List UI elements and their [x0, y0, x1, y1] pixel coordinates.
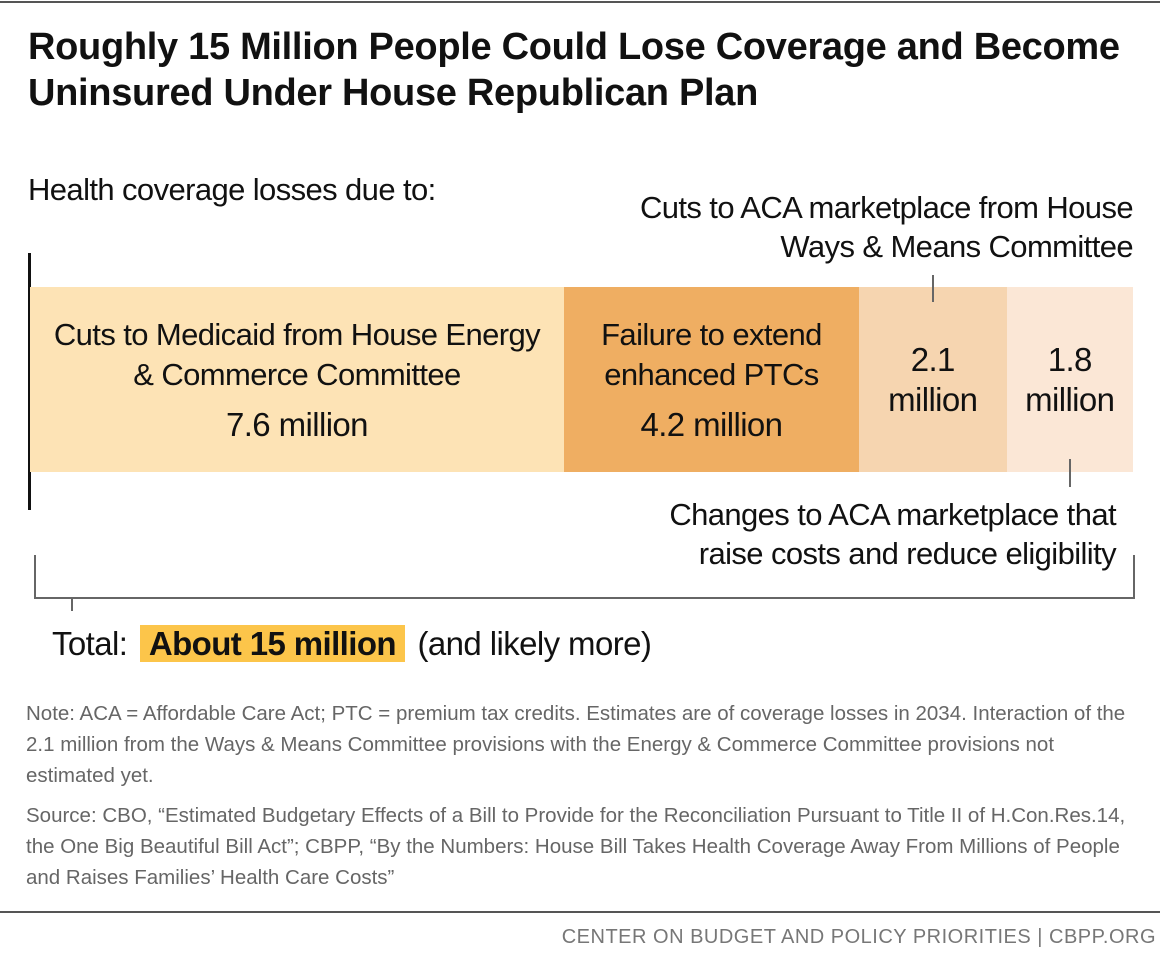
bar-segment: [1006, 287, 1133, 472]
segment-name: Cuts to Medicaid from House Energy & Com…: [53, 316, 541, 392]
bar-segment: [859, 287, 1007, 472]
baseline-axis: [28, 253, 31, 510]
chart-subtitle: Health coverage losses due to:: [28, 172, 436, 207]
total-suffix: (and likely more): [417, 625, 652, 662]
segment-text: 1.8 million: [1007, 287, 1133, 472]
callout-label: Cuts to ACA marketplace from House Ways …: [639, 190, 1134, 264]
segment-text: 2.1 million: [859, 287, 1007, 472]
total-highlight: About 15 million: [139, 625, 405, 662]
top-rule: [0, 1, 1160, 3]
total-label: Total:: [52, 625, 128, 662]
segment-text: Failure to extend enhanced PTCs 4.2 milli…: [564, 287, 859, 472]
footer: CENTER ON BUDGET AND POLICY PRIORITIES |…: [561, 926, 1156, 948]
value-label: 1.8 million: [1025, 340, 1115, 418]
callout-label: Changes to ACA marketplace that raise co…: [669, 497, 1116, 571]
bar-segment: [563, 287, 859, 472]
bottom-rule: [0, 911, 1160, 913]
total-row: Total: About 15 million (and likely more…: [52, 622, 652, 666]
chart-title: Roughly 15 Million People Could Lose Cov…: [28, 26, 1120, 114]
value-label: 7.6 million: [225, 405, 369, 443]
segment-name: Failure to extend enhanced PTCs: [601, 316, 822, 392]
value-label: 2.1 million: [888, 340, 978, 418]
segment-text: Cuts to Medicaid from House Energy & Com…: [30, 287, 564, 472]
callout-line: [1068, 459, 1071, 487]
callout-line: [931, 275, 934, 302]
value-label: 4.2 million: [640, 405, 783, 443]
bar-segment: [30, 287, 564, 472]
source: Source: CBO, “Estimated Budgetary Effect…: [26, 804, 1126, 889]
note: Note: ACA = Affordable Care Act; PTC = p…: [26, 702, 1126, 787]
total-bracket: [34, 555, 1135, 599]
bracket-tick: [71, 598, 73, 611]
